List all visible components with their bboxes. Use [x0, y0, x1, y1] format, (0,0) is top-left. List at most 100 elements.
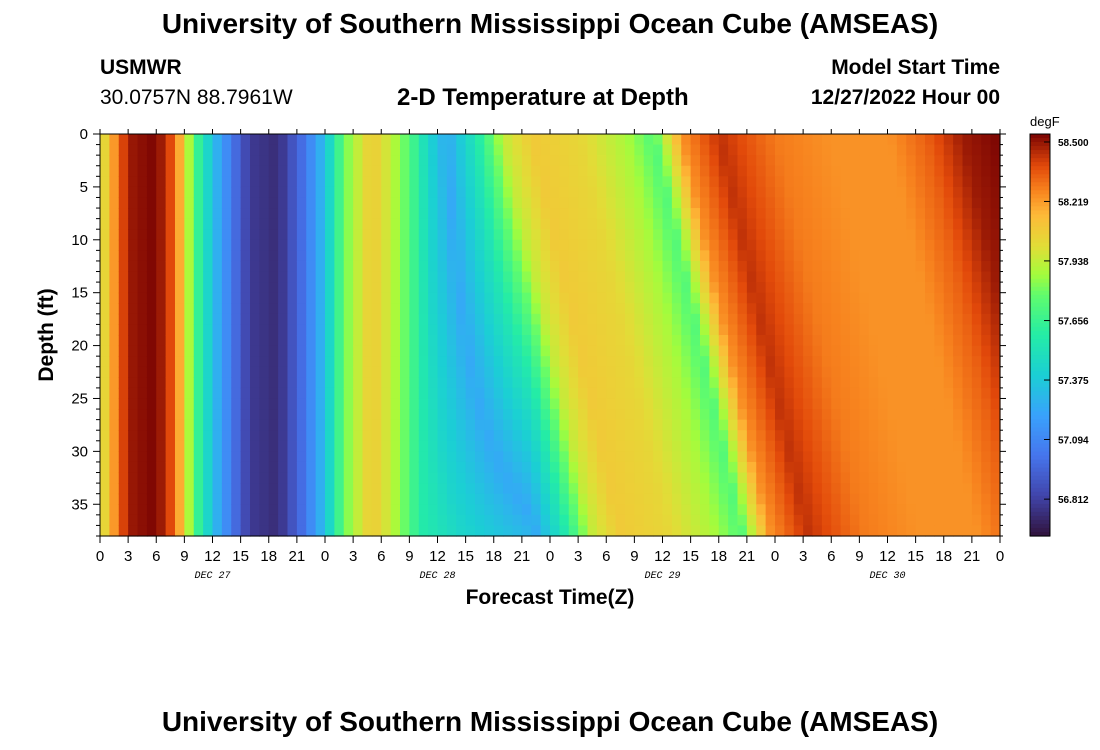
heatmap-cell [681, 377, 692, 389]
heatmap-cell [981, 176, 992, 188]
heatmap-cell [596, 366, 607, 378]
heatmap-cell [193, 313, 204, 326]
heatmap-cell [868, 483, 879, 495]
heatmap-cell [681, 176, 692, 188]
heatmap-cell [165, 229, 176, 241]
heatmap-cell [109, 292, 120, 304]
heatmap-cell [812, 282, 823, 294]
heatmap-cell [803, 165, 814, 177]
heatmap-cell [990, 229, 1001, 241]
heatmap-cell [793, 144, 804, 156]
heatmap-cell [371, 250, 382, 262]
heatmap-cell [306, 483, 317, 495]
heatmap-cell [418, 134, 429, 146]
heatmap-cell [512, 398, 523, 410]
heatmap-cell [146, 134, 157, 146]
heatmap-cell [259, 250, 270, 262]
heatmap-cell [400, 525, 410, 537]
heatmap-cell [990, 493, 1001, 505]
heatmap-cell [728, 218, 739, 230]
heatmap-cell [775, 514, 785, 527]
heatmap-cell [765, 186, 776, 199]
heatmap-cell [203, 335, 214, 347]
heatmap-cell [765, 324, 776, 336]
heatmap-cell [343, 430, 354, 442]
heatmap-cell [221, 218, 232, 230]
heatmap-cell [165, 525, 176, 537]
heatmap-cell [362, 525, 373, 537]
heatmap-cell [259, 525, 270, 537]
heatmap-cell [400, 409, 410, 421]
colorbar-segment [1030, 246, 1050, 252]
heatmap-cell [981, 387, 992, 400]
heatmap-cell [971, 335, 982, 347]
heatmap-cell [268, 504, 279, 516]
heatmap-cell [512, 271, 523, 283]
heatmap-cell [296, 155, 307, 167]
heatmap-cell [990, 419, 1001, 431]
heatmap-cell [653, 292, 664, 304]
heatmap-cell [662, 324, 673, 336]
heatmap-cell [137, 366, 148, 378]
heatmap-cell [746, 229, 757, 241]
heatmap-cell [559, 419, 570, 431]
heatmap-cell [728, 525, 739, 537]
heatmap-cell [475, 218, 485, 230]
heatmap-cell [587, 208, 598, 220]
heatmap-cell [325, 239, 335, 251]
heatmap-cell [521, 303, 532, 315]
heatmap-cell [887, 134, 898, 146]
heatmap-cell [784, 208, 795, 220]
heatmap-cell [128, 419, 139, 431]
heatmap-cell [878, 324, 889, 336]
heatmap-cell [868, 335, 879, 347]
heatmap-cell [737, 461, 748, 474]
heatmap-cell [437, 313, 448, 326]
heatmap-cell [175, 197, 185, 209]
heatmap-cell [165, 472, 176, 484]
heatmap-cell [475, 430, 485, 442]
heatmap-cell [709, 493, 720, 505]
heatmap-cell [493, 218, 504, 230]
heatmap-cell [409, 472, 420, 484]
heatmap-cell [550, 430, 560, 442]
heatmap-cell [746, 239, 757, 251]
heatmap-cell [484, 387, 495, 400]
heatmap-cell [784, 335, 795, 347]
heatmap-cell [765, 303, 776, 315]
heatmap-cell [934, 292, 945, 304]
heatmap-cell [259, 271, 270, 283]
heatmap-cell [990, 335, 1001, 347]
heatmap-cell [231, 377, 242, 389]
heatmap-cell [850, 514, 860, 527]
heatmap-cell [915, 292, 926, 304]
heatmap-cell [990, 345, 1001, 357]
heatmap-cell [990, 144, 1001, 156]
heatmap-cell [465, 260, 476, 273]
heatmap-cell [784, 514, 795, 527]
heatmap-cell [896, 186, 907, 199]
heatmap-cell [578, 430, 589, 442]
heatmap-cell [156, 239, 167, 251]
heatmap-cell [559, 514, 570, 527]
heatmap-cell [100, 324, 110, 336]
heatmap-cell [906, 324, 917, 336]
x-tick-label: 6 [152, 548, 160, 565]
heatmap-cell [793, 250, 804, 262]
heatmap-cell [446, 313, 457, 326]
heatmap-cell [831, 282, 842, 294]
heatmap-cell [456, 345, 467, 357]
heatmap-cell [728, 186, 739, 199]
heatmap-cell [531, 271, 542, 283]
heatmap-cell [446, 345, 457, 357]
heatmap-cell [990, 155, 1001, 167]
heatmap-cell [925, 313, 935, 326]
heatmap-cell [568, 483, 579, 495]
heatmap-cell [390, 472, 401, 484]
heatmap-cell [896, 493, 907, 505]
heatmap-cell [831, 430, 842, 442]
x-tick-label: 6 [377, 548, 385, 565]
heatmap-cell [278, 472, 289, 484]
heatmap-cell [690, 387, 701, 400]
heatmap-cell [418, 504, 429, 516]
